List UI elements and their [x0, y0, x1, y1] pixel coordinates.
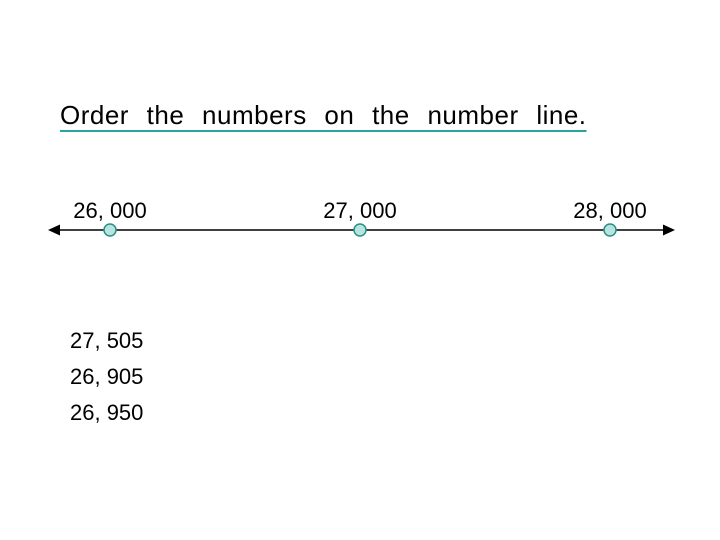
- worksheet-container: Order the numbers on the number line. 26…: [0, 0, 720, 540]
- number-to-place: 26, 950: [70, 400, 143, 426]
- number-line-svg: [0, 0, 720, 540]
- tick-label: 27, 000: [323, 198, 396, 224]
- tick-label: 26, 000: [73, 198, 146, 224]
- number-to-place: 27, 505: [70, 328, 143, 354]
- number-to-place: 26, 905: [70, 364, 143, 390]
- tick-label: 28, 000: [573, 198, 646, 224]
